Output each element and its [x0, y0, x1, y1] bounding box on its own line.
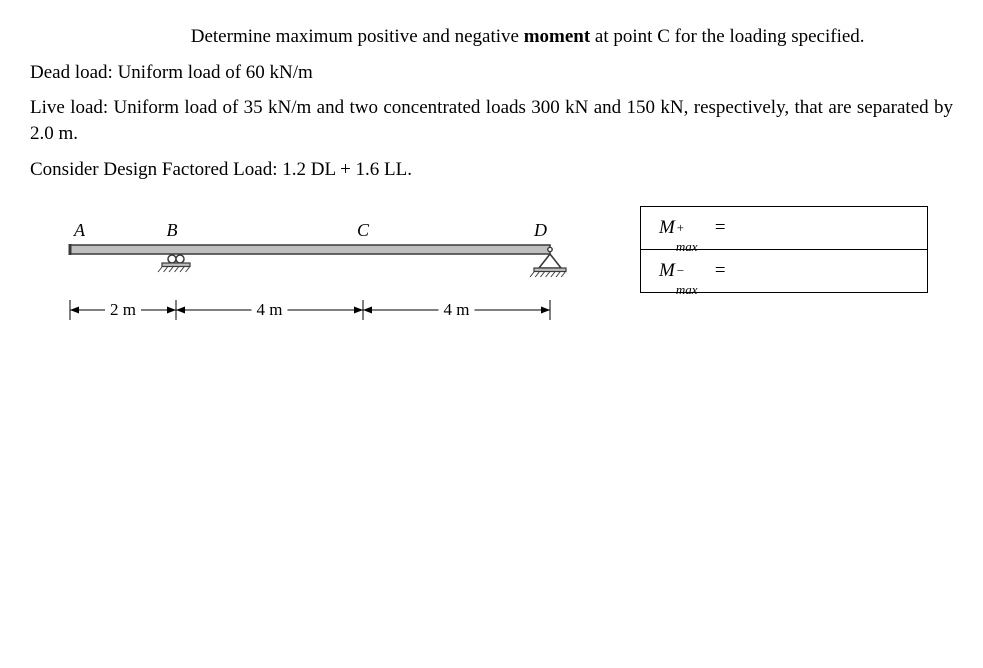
- redacted-block: [30, 29, 180, 47]
- mplus-eq: =: [709, 217, 727, 238]
- mplus-M: M: [659, 217, 675, 238]
- mminus-sub: max: [676, 282, 698, 298]
- dead-load-line: Dead load: Uniform load of 60 kN/m: [30, 60, 953, 86]
- svg-text:2 m: 2 m: [110, 300, 136, 319]
- answer-row-pos: M + max =: [641, 207, 928, 250]
- svg-text:4 m: 4 m: [444, 300, 470, 319]
- p1-bold: moment: [524, 26, 590, 47]
- svg-text:C: C: [357, 220, 370, 240]
- design-load-line: Consider Design Factored Load: 1.2 DL + …: [30, 157, 953, 183]
- figure-and-answers: A B C D 2 m 4 m 4 m M + max = M − max =: [30, 200, 953, 356]
- live-load-line: Live load: Uniform load of 35 kN/m and t…: [30, 95, 953, 146]
- mminus-sup: −: [676, 263, 685, 279]
- p1-tail: at point C for the loading specified.: [590, 26, 864, 47]
- svg-text:4 m: 4 m: [257, 300, 283, 319]
- answer-row-neg: M − max =: [641, 250, 928, 293]
- problem-intro: Determine maximum positive and negative …: [30, 24, 953, 50]
- svg-text:D: D: [533, 220, 547, 240]
- mminus-M: M: [659, 260, 675, 281]
- mminus-eq: =: [709, 260, 727, 281]
- svg-text:B: B: [167, 220, 178, 240]
- beam-svg: A B C D 2 m 4 m 4 m: [40, 200, 580, 350]
- svg-text:A: A: [73, 220, 86, 240]
- mplus-sub: max: [676, 239, 698, 255]
- answer-table: M + max = M − max =: [640, 206, 928, 293]
- p1-lead: Determine maximum positive and negative: [191, 26, 524, 47]
- mplus-sup: +: [676, 220, 685, 236]
- answer-box: M + max = M − max =: [640, 206, 928, 293]
- beam-diagram: A B C D 2 m 4 m 4 m: [30, 200, 580, 356]
